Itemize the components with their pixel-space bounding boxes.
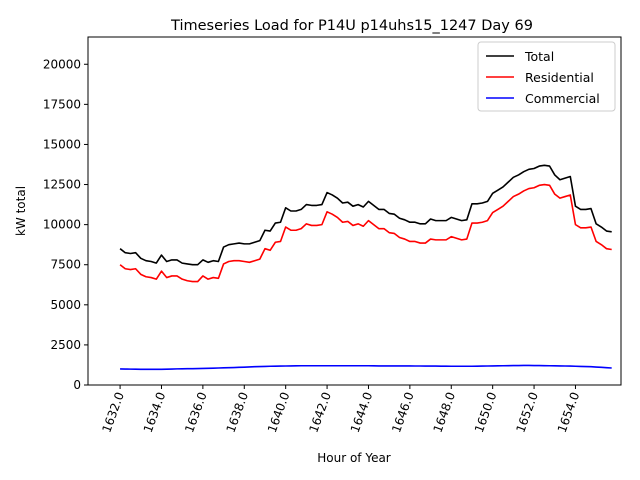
x-tick-label: 1646.0	[389, 390, 417, 434]
x-tick-label: 1640.0	[265, 390, 293, 434]
y-tick-label: 17500	[43, 97, 81, 111]
x-axis-label: Hour of Year	[317, 451, 391, 465]
x-tick-label: 1644.0	[348, 390, 376, 434]
y-tick-label: 10000	[43, 218, 81, 232]
y-tick-label: 15000	[43, 137, 81, 151]
legend-label-residential: Residential	[525, 70, 594, 85]
plot-area-frame	[87, 36, 622, 386]
x-tick-label: 1636.0	[182, 390, 210, 434]
y-tick-label: 7500	[50, 258, 81, 272]
chart-title: Timeseries Load for P14U p14uhs15_1247 D…	[170, 18, 533, 34]
series-line-total	[119, 164, 612, 266]
y-tick-label: 5000	[50, 298, 81, 312]
legend-label-total: Total	[524, 49, 554, 64]
y-tick-label: 20000	[43, 57, 81, 71]
legend-label-commercial: Commercial	[525, 91, 600, 106]
x-tick-label: 1642.0	[306, 390, 334, 434]
x-tick-label: 1632.0	[99, 390, 127, 434]
series-lines	[119, 164, 612, 371]
x-tick-label: 1654.0	[555, 390, 583, 434]
series-line-commercial	[120, 364, 612, 371]
x-tick-label: 1652.0	[513, 390, 541, 434]
series-line-residential	[119, 183, 612, 283]
y-axis-label: kW total	[14, 186, 28, 236]
y-axis-ticks: 0 2500 5000 7500 10000 12500 15000 17500 20000	[43, 57, 88, 392]
legend: Total Residential Commercial	[477, 41, 616, 112]
x-tick-label: 1638.0	[224, 390, 252, 434]
x-axis-ticks: 1632.0 1634.0 1636.0 1638.0 1640.0 1642.0 1644…	[99, 385, 582, 434]
x-tick-label: 1648.0	[431, 390, 459, 434]
y-tick-label: 2500	[50, 338, 81, 352]
y-tick-label: 12500	[43, 178, 81, 192]
legend-box	[477, 41, 616, 112]
x-tick-label: 1634.0	[141, 390, 169, 434]
y-tick-label: 0	[73, 378, 81, 392]
x-tick-label: 1650.0	[472, 390, 500, 434]
